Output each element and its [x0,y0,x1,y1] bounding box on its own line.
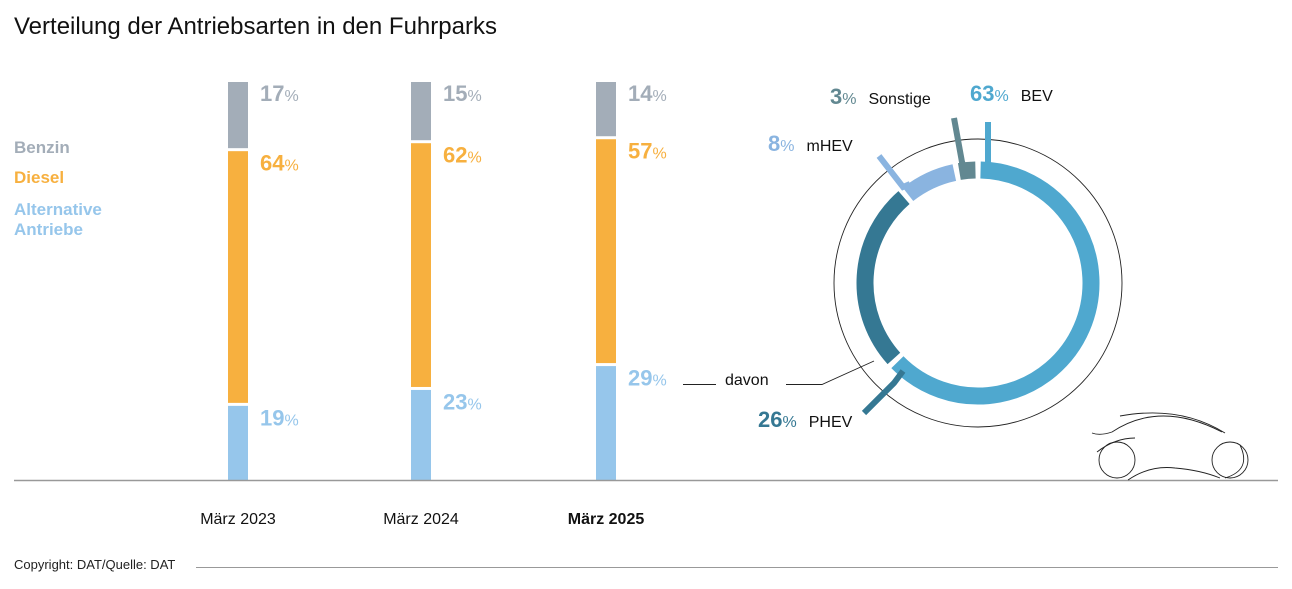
copyright: Copyright: DAT/Quelle: DAT [14,557,175,572]
data-label-alternative-0: 19% [260,405,299,430]
leader-phev [861,369,906,416]
connector-line-right [786,360,875,385]
donut-slice-phev [856,191,910,365]
legend-diesel: Diesel [14,168,64,187]
legend: Benzin Diesel Alternative Antriebe [14,138,102,239]
donut-label-bev: 63% BEV [970,81,1053,106]
data-label-diesel-2: 57% [628,139,667,164]
stacked-bars: 19% 64% 17% 23% 62% 15% 29% 57% 14% [228,81,667,480]
car-icon [1091,412,1249,481]
bar-alternative-0 [228,405,248,480]
data-label-diesel-0: 64% [260,151,299,176]
legend-alternative-line2: Antriebe [14,220,83,239]
data-label-alternative-2: 29% [628,366,667,391]
bar-alternative-1 [411,389,431,480]
data-label-benzin-2: 14% [628,81,667,106]
x-tick-label: März 2024 [383,511,459,528]
donut-label-sonstige: 3% Sonstige [830,84,931,109]
leader-sonstige [951,117,970,177]
bar-benzin-2 [596,82,616,137]
x-tick-label: März 2025 [568,511,645,528]
connector-label: davon [725,372,769,389]
donut-label-phev: 26% PHEV [758,407,853,432]
bar-benzin-1 [411,82,431,141]
donut-slice-mhev [902,164,957,202]
donut-outer-ring [833,138,1123,428]
donut-label-mhev: 8% mHEV [768,131,853,156]
donut-slice-bev [891,161,1100,405]
legend-benzin: Benzin [14,138,70,157]
x-tick-label: März 2023 [200,511,276,528]
bar-benzin-0 [228,82,248,149]
data-label-alternative-1: 23% [443,389,482,414]
donut-chart: 63% BEV 3% Sonstige 8% mHEV 26% PHEV davon [683,81,1123,432]
data-label-benzin-1: 15% [443,81,482,106]
bar-diesel-0 [228,151,248,403]
data-label-diesel-1: 62% [443,143,482,168]
leader-mhev [876,154,912,191]
bar-alternative-2 [596,366,616,480]
chart-title: Verteilung der Antriebsarten in den Fuhr… [14,13,497,40]
bar-diesel-1 [411,143,431,387]
data-label-benzin-0: 17% [260,81,299,106]
legend-alternative-line1: Alternative [14,200,102,219]
x-axis-labels: März 2023 März 2024 März 2025 [200,511,644,528]
bar-diesel-2 [596,139,616,364]
